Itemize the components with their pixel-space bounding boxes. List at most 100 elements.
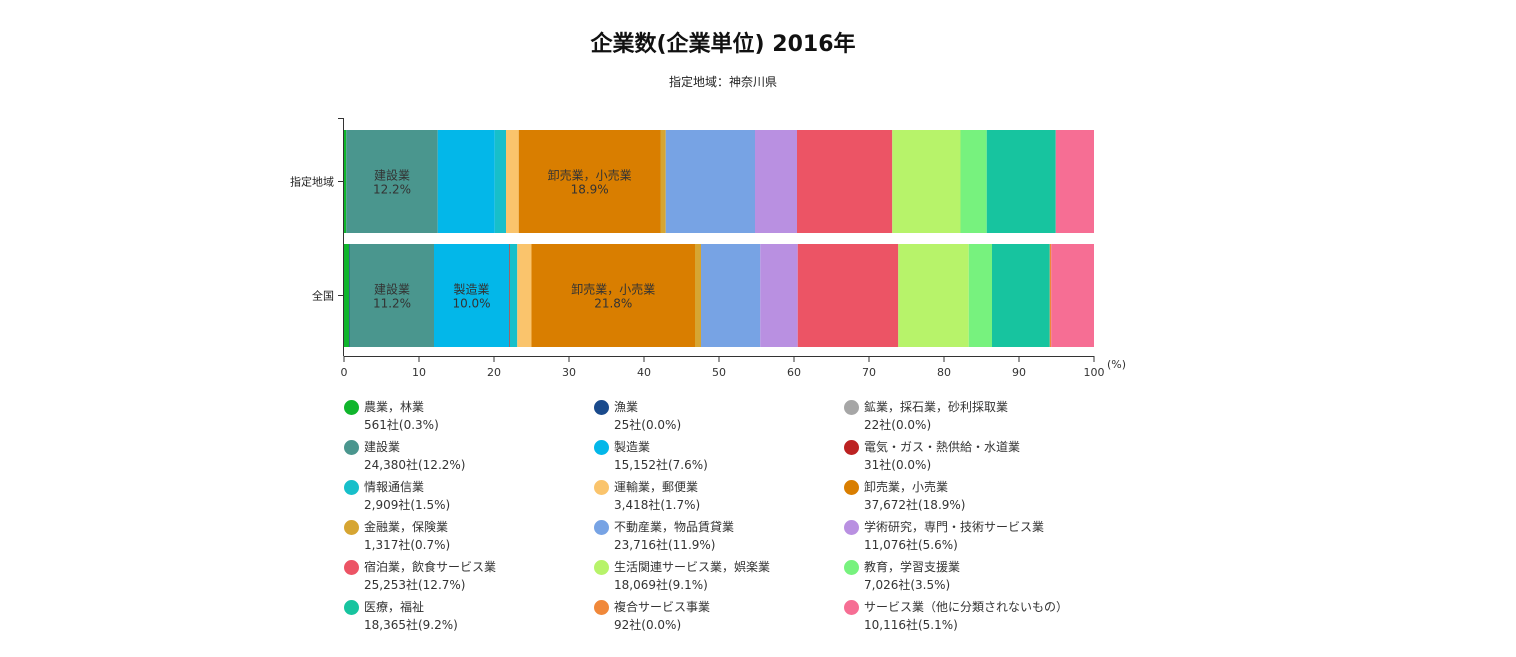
legend-item[interactable]: 生活関連サービス業，娯楽業 18,069社(9.1%) [594, 558, 844, 594]
bar-segment [494, 130, 506, 233]
legend-item[interactable]: サービス業（他に分類されないもの） 10,116社(5.1%) [844, 598, 1094, 634]
legend-marker-icon [594, 600, 609, 615]
x-tick-label: 100 [1084, 366, 1105, 379]
legend-item[interactable]: 情報通信業 2,909社(1.5%) [344, 478, 594, 514]
data-label: 12.2% [373, 183, 411, 197]
bar-segment [960, 130, 987, 233]
legend-label: 金融業，保険業 [364, 520, 449, 534]
legend-marker-icon [594, 560, 609, 575]
bar-segment [898, 244, 969, 347]
legend-marker-icon [594, 520, 609, 535]
legend-item[interactable]: 不動産業，物品賃貸業 23,716社(11.9%) [594, 518, 844, 554]
legend-item[interactable]: 建設業 24,380社(12.2%) [344, 438, 594, 474]
legend-item[interactable]: 製造業 15,152社(7.6%) [594, 438, 844, 474]
legend-item[interactable]: 卸売業，小売業 37,672社(18.9%) [844, 478, 1094, 514]
bar-segment [518, 130, 661, 233]
legend-value: 23,716社(11.9%) [614, 538, 716, 552]
bar-segment [665, 130, 755, 233]
legend-marker-icon [594, 400, 609, 415]
bar-segment [344, 130, 347, 233]
bar-segment [506, 130, 519, 233]
bar-segment [986, 130, 1056, 233]
legend-marker-icon [344, 520, 359, 535]
legend-item[interactable]: 漁業 25社(0.0%) [594, 398, 844, 434]
legend-value: 22社(0.0%) [864, 418, 932, 432]
legend-item[interactable]: 鉱業，採石業，砂利採取業 22社(0.0%) [844, 398, 1094, 434]
legend-value: 92社(0.0%) [614, 618, 682, 632]
legend-value: 561社(0.3%) [364, 418, 439, 432]
x-tick-label: 80 [937, 366, 951, 379]
data-label: 10.0% [452, 297, 490, 311]
legend-marker-icon [344, 560, 359, 575]
data-label: 18.9% [571, 183, 609, 197]
bar-segment [509, 244, 518, 347]
legend-label: 製造業 [614, 440, 651, 454]
legend-value: 25,253社(12.7%) [364, 578, 466, 592]
legend-item[interactable]: 医療，福祉 18,365社(9.2%) [344, 598, 594, 634]
legend-label: 不動産業，物品賃貸業 [614, 520, 735, 534]
legend-item[interactable]: 運輸業，郵便業 3,418社(1.7%) [594, 478, 844, 514]
bar-segment [344, 244, 350, 347]
legend-value: 11,076社(5.6%) [864, 538, 958, 552]
bar-segment [349, 244, 350, 347]
legend-item[interactable]: 学術研究，専門・技術サービス業 11,076社(5.6%) [844, 518, 1094, 554]
legend-value: 37,672社(18.9%) [864, 498, 966, 512]
legend-item[interactable]: 金融業，保険業 1,317社(0.7%) [344, 518, 594, 554]
legend-label: 卸売業，小売業 [864, 480, 949, 494]
bar-segment [968, 244, 992, 347]
bar-segment [760, 244, 798, 347]
legend-label: 農業，林業 [364, 400, 425, 414]
legend-item[interactable]: 電気・ガス・熱供給・水道業 31社(0.0%) [844, 438, 1094, 474]
legend-marker-icon [344, 480, 359, 495]
bar-segment [797, 244, 899, 347]
bar-segment [992, 244, 1050, 347]
legend-label: 電気・ガス・熱供給・水道業 [864, 440, 1021, 454]
bar-segment [1051, 244, 1094, 347]
legend-value: 15,152社(7.6%) [614, 458, 708, 472]
legend-marker-icon [844, 400, 859, 415]
legend-label: 複合サービス事業 [614, 600, 711, 614]
x-axis-unit: (%) [1107, 358, 1126, 371]
data-label: 卸売業，小売業 [548, 168, 632, 183]
legend-value: 10,116社(5.1%) [864, 618, 958, 632]
data-label: 建設業 [374, 282, 410, 297]
legend-value: 7,026社(3.5%) [864, 578, 951, 592]
legend-value: 31社(0.0%) [864, 458, 932, 472]
legend-marker-icon [844, 600, 859, 615]
legend-value: 18,069社(9.1%) [614, 578, 708, 592]
bar-segment [1049, 244, 1052, 347]
legend-label: 医療，福祉 [364, 600, 425, 614]
bar-segment [701, 244, 761, 347]
bar-segment [797, 130, 893, 233]
bar-segment [892, 130, 961, 233]
bar-segment [434, 244, 509, 347]
y-tick-label: 指定地域 [290, 175, 334, 189]
data-label: 製造業 [453, 283, 489, 297]
legend-value: 25社(0.0%) [614, 418, 682, 432]
x-tick-label: 90 [1012, 366, 1026, 379]
legend-item[interactable]: 教育，学習支援業 7,026社(3.5%) [844, 558, 1094, 594]
legend-value: 2,909社(1.5%) [364, 498, 451, 512]
legend-marker-icon [594, 480, 609, 495]
x-tick-label: 10 [412, 366, 426, 379]
legend-item[interactable]: 農業，林業 561社(0.3%) [344, 398, 594, 434]
legend-label: サービス業（他に分類されないもの） [864, 600, 1069, 614]
data-label: 建設業 [374, 168, 410, 183]
bar-segment [437, 130, 495, 233]
y-tick-label: 全国 [312, 289, 334, 303]
x-tick-label: 20 [487, 366, 501, 379]
legend-marker-icon [344, 400, 359, 415]
legend-marker-icon [844, 560, 859, 575]
data-label: 卸売業，小売業 [571, 282, 655, 297]
x-tick-label: 30 [562, 366, 576, 379]
x-tick-label: 0 [341, 366, 348, 379]
bar-segment [695, 244, 701, 347]
x-tick-label: 40 [637, 366, 651, 379]
legend-value: 3,418社(1.7%) [614, 498, 701, 512]
legend-item[interactable]: 宿泊業，飲食サービス業 25,253社(12.7%) [344, 558, 594, 594]
legend-label: 運輸業，郵便業 [614, 480, 699, 494]
legend-item[interactable]: 複合サービス事業 92社(0.0%) [594, 598, 844, 634]
bar-segment [509, 244, 510, 347]
legend-label: 建設業 [364, 440, 401, 454]
